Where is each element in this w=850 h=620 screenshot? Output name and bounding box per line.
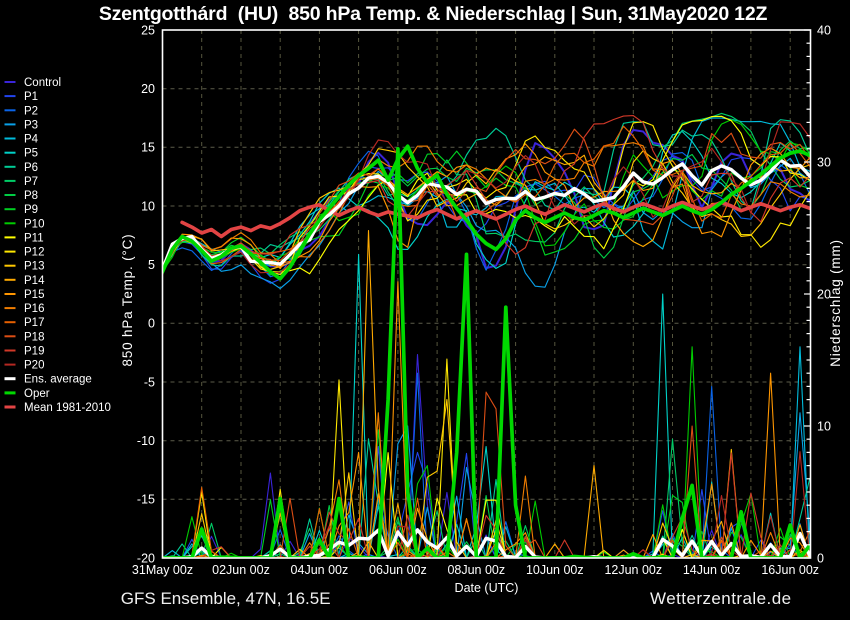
svg-text:10: 10 [817, 419, 831, 433]
svg-text:Oper: Oper [24, 388, 50, 400]
svg-text:P5: P5 [24, 148, 38, 160]
svg-text:20: 20 [141, 82, 155, 96]
svg-text:Control: Control [24, 77, 61, 89]
svg-text:31May 00z: 31May 00z [132, 563, 193, 577]
svg-text:16Jun 00z: 16Jun 00z [761, 563, 819, 577]
svg-text:GFS Ensemble, 47N, 16.5E: GFS Ensemble, 47N, 16.5E [121, 589, 331, 608]
svg-text:15: 15 [141, 141, 155, 155]
svg-text:P8: P8 [24, 190, 38, 202]
svg-text:Date (UTC): Date (UTC) [455, 581, 519, 595]
svg-text:P17: P17 [24, 317, 44, 329]
svg-text:30: 30 [817, 155, 831, 169]
svg-text:14Jun 00z: 14Jun 00z [683, 563, 741, 577]
svg-text:P1: P1 [24, 91, 38, 103]
svg-text:5: 5 [148, 258, 155, 272]
svg-text:P9: P9 [24, 204, 38, 216]
svg-text:P16: P16 [24, 303, 44, 315]
svg-text:06Jun 00z: 06Jun 00z [369, 563, 427, 577]
svg-text:-20: -20 [137, 551, 155, 565]
svg-text:20: 20 [817, 287, 831, 301]
svg-text:P12: P12 [24, 247, 44, 259]
svg-text:P2: P2 [24, 105, 38, 117]
svg-text:25: 25 [141, 23, 155, 37]
svg-text:0: 0 [817, 551, 824, 565]
svg-text:40: 40 [817, 23, 831, 37]
svg-text:P19: P19 [24, 346, 44, 358]
svg-text:P10: P10 [24, 218, 44, 230]
svg-text:-15: -15 [137, 493, 155, 507]
svg-text:10Jun 00z: 10Jun 00z [526, 563, 584, 577]
svg-text:Mean 1981-2010: Mean 1981-2010 [24, 402, 111, 414]
svg-text:0: 0 [148, 317, 155, 331]
svg-text:P20: P20 [24, 360, 44, 372]
svg-text:P4: P4 [24, 134, 39, 146]
svg-text:P14: P14 [24, 275, 45, 287]
svg-text:P18: P18 [24, 331, 44, 343]
svg-text:Szentgotthárd (HU) 850 hPa T: Szentgotthárd (HU) 850 hPa Temp. & Niede… [99, 3, 768, 25]
svg-text:Wetterzentrale.de: Wetterzentrale.de [650, 589, 792, 608]
svg-text:02Jun 00z: 02Jun 00z [212, 563, 270, 577]
svg-text:10: 10 [141, 199, 155, 213]
svg-text:P6: P6 [24, 162, 38, 174]
svg-text:P7: P7 [24, 176, 38, 188]
svg-text:850 hPa Temp. (°C): 850 hPa Temp. (°C) [120, 234, 135, 367]
svg-text:P13: P13 [24, 261, 44, 273]
svg-text:P3: P3 [24, 119, 38, 131]
svg-text:P11: P11 [24, 232, 44, 244]
svg-text:Niederschlag (mm): Niederschlag (mm) [828, 239, 843, 367]
svg-text:08Jun 00z: 08Jun 00z [447, 563, 505, 577]
svg-text:Ens. average: Ens. average [24, 374, 92, 386]
svg-text:-5: -5 [144, 375, 155, 389]
svg-text:04Jun 00z: 04Jun 00z [291, 563, 349, 577]
svg-text:12Jun 00z: 12Jun 00z [604, 563, 662, 577]
svg-text:P15: P15 [24, 289, 44, 301]
svg-text:-10: -10 [137, 434, 155, 448]
